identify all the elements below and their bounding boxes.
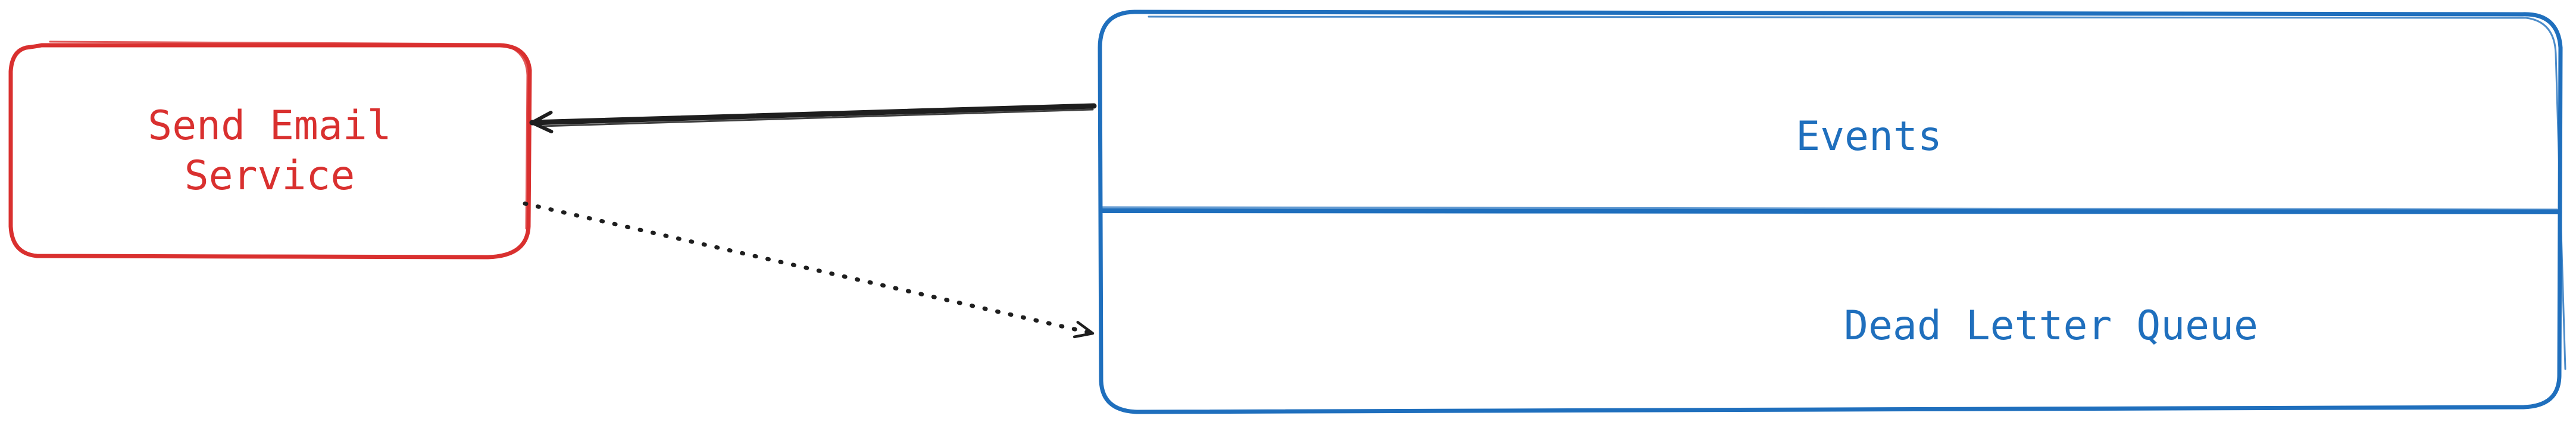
events-to-service-arrow xyxy=(529,103,1097,134)
queue-outer-box-sketch xyxy=(1148,15,2566,370)
queue-outer-box xyxy=(1098,10,2563,414)
send-email-service-box xyxy=(8,43,532,260)
queue-divider-sketch xyxy=(1101,206,2558,211)
service-to-dlq-arrow-line xyxy=(523,201,1095,339)
service-to-dlq-arrow xyxy=(523,201,1095,339)
send-email-service-node: Send Email Service xyxy=(8,40,532,260)
queue-node: Events Dead Letter Queue xyxy=(1098,10,2566,414)
send-email-service-label-line1: Send Email xyxy=(148,102,391,149)
events-to-service-arrow-line xyxy=(529,103,1097,134)
send-email-service-box-sketch xyxy=(49,40,529,230)
dead-letter-queue-label: Dead Letter Queue xyxy=(1844,302,2258,349)
queue-divider xyxy=(1099,208,2562,214)
events-to-service-arrow-sketch xyxy=(540,108,1094,127)
events-label: Events xyxy=(1796,113,1942,160)
send-email-service-label-line2: Service xyxy=(185,152,355,199)
